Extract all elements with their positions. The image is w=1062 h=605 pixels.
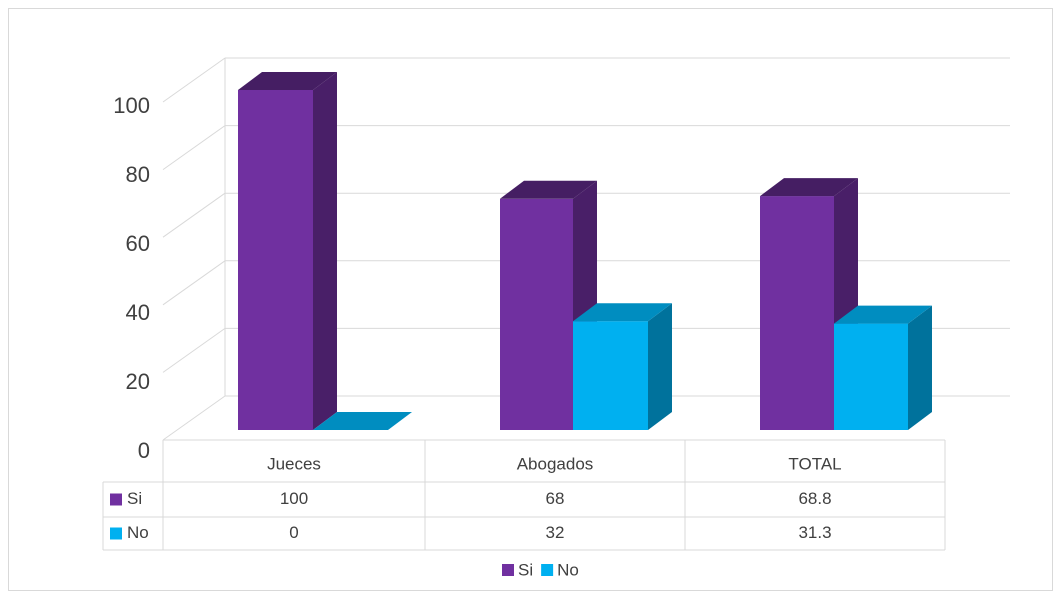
y-tick-label: 40 <box>126 300 150 325</box>
legend-swatch <box>541 564 554 576</box>
grid-line <box>162 125 226 171</box>
grid-line <box>162 395 226 441</box>
table-value: 31.3 <box>798 523 831 542</box>
bar-side <box>908 305 932 430</box>
legend-label: Si <box>518 560 533 579</box>
bar-side <box>648 303 672 430</box>
bar-top <box>760 178 858 197</box>
y-tick-label: 80 <box>126 162 150 187</box>
grid-line <box>162 192 226 238</box>
bar-top <box>834 305 932 324</box>
grid-line <box>162 57 226 103</box>
bar-top <box>313 412 412 430</box>
bar <box>500 198 573 430</box>
bar <box>834 323 908 430</box>
x-tick-label: TOTAL <box>788 454 841 473</box>
table-row-label: Si <box>127 489 142 508</box>
table-key <box>110 527 122 540</box>
y-tick-label: 0 <box>138 438 150 463</box>
bar-side <box>313 72 337 430</box>
y-tick-label: 100 <box>113 93 150 118</box>
y-tick-label: 60 <box>126 231 150 256</box>
y-tick-label: 20 <box>126 369 150 394</box>
legend-swatch <box>502 564 514 576</box>
table-value: 68 <box>546 489 565 508</box>
table-value: 32 <box>546 523 565 542</box>
table-value: 68.8 <box>798 489 831 508</box>
table-value: 0 <box>289 523 298 542</box>
x-tick-label: Abogados <box>517 454 594 473</box>
grid-line <box>162 327 226 373</box>
table-row-label: No <box>127 523 149 542</box>
x-tick-label: Jueces <box>267 454 321 473</box>
bar-top <box>573 303 672 322</box>
bar <box>760 196 834 430</box>
bar <box>238 90 313 430</box>
legend-label: No <box>557 560 579 579</box>
bar <box>573 321 648 430</box>
table-value: 100 <box>280 489 308 508</box>
grid-line <box>162 260 226 306</box>
bar-top <box>500 180 597 199</box>
table-key <box>110 493 122 506</box>
bar-top <box>238 72 337 90</box>
